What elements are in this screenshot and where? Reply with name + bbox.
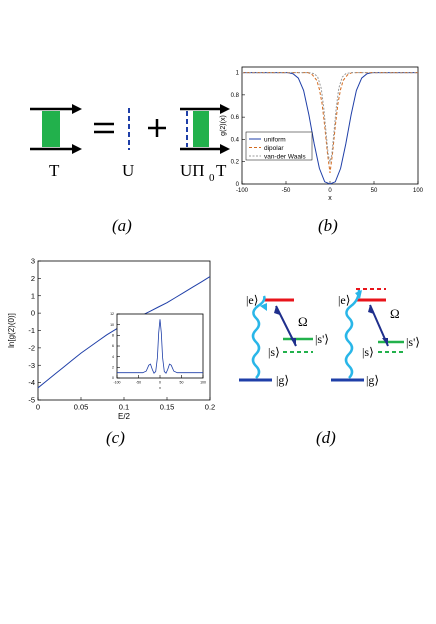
x-axis-label: E/2 — [118, 412, 131, 421]
y-axis-label: ln[g(2)(0)] — [7, 313, 16, 348]
plus-sign — [148, 119, 166, 137]
legend-box — [245, 131, 313, 161]
y-tick-label: 0.4 — [231, 137, 240, 143]
label-sprime-left: |s'⟩ — [315, 332, 329, 346]
x-axis-label: x — [328, 195, 332, 202]
y-tick-label: 0.8 — [231, 93, 240, 99]
label-g-left: |g⟩ — [276, 373, 289, 387]
label-upi: UΠ — [180, 161, 205, 180]
x-tick-label: 0 — [328, 188, 332, 194]
panel-label-b: (b) — [318, 216, 338, 235]
x-tick-label: 0 — [159, 381, 161, 385]
x-tick-label: 0.15 — [160, 403, 175, 412]
series-line-van-der-waals — [242, 72, 418, 164]
x-tick-label: -50 — [282, 188, 291, 194]
y-tick-label: 2 — [112, 366, 114, 370]
y-tick-label: 0.2 — [231, 160, 240, 166]
legend-label: van-der Waals — [264, 154, 306, 161]
label-e-left: |e⟩ — [246, 293, 258, 307]
y-tick-label: 6 — [112, 344, 114, 348]
y-tick-label: 2 — [31, 274, 35, 283]
plot-frame — [116, 313, 204, 379]
level-diagram-right: |e⟩ |s'⟩ |s⟩ |g⟩ Ω — [331, 288, 420, 387]
y-tick-label: -3 — [28, 361, 35, 370]
panel-label-a: (a) — [112, 216, 132, 235]
y-tick-label: -5 — [28, 396, 35, 405]
y-tick-label: 10 — [110, 323, 114, 327]
x-tick-label: 50 — [180, 381, 184, 385]
x-tick-label: 0.2 — [205, 403, 215, 412]
x-tick-label: 0.1 — [119, 403, 129, 412]
x-tick-label: 0 — [36, 403, 40, 412]
label-u: U — [122, 161, 134, 180]
x-tick-label: 100 — [413, 188, 424, 194]
x-tick-label: -50 — [136, 381, 141, 385]
label-t: T — [49, 161, 60, 180]
omega-right: Ω — [390, 306, 400, 321]
label-upi-t: T — [216, 161, 227, 180]
legend-label: dipolar — [264, 145, 284, 152]
x-tick-label: 100 — [200, 381, 206, 385]
y-tick-label: 0.6 — [231, 115, 240, 121]
y-tick-label: 8 — [112, 334, 114, 338]
plot-frame — [241, 66, 419, 185]
photon-wavy-left — [251, 295, 266, 379]
label-g-right: |g⟩ — [366, 373, 379, 387]
series-line-dipolar — [242, 72, 418, 173]
label-s-right: |s⟩ — [362, 345, 374, 359]
chart-c: 0 0.05 0.1 0.15 0.2-5-4-3-2-10123E/2ln[g(2)(… — [7, 257, 215, 422]
y-tick-label: 4 — [112, 355, 114, 359]
x-axis-label: x — [159, 386, 161, 390]
photon-wavy-right — [344, 289, 361, 379]
y-tick-label: 0 — [236, 182, 240, 188]
x-tick-label: -100 — [236, 188, 249, 194]
label-e-right: |e⟩ — [338, 293, 350, 307]
label-upi-subscript: 0 — [209, 172, 215, 184]
series-line-uniform — [242, 72, 418, 185]
y-axis-label: g(2)(x) — [220, 115, 227, 136]
y-tick-label: 0 — [112, 376, 114, 380]
t-box-diagram — [30, 104, 82, 154]
y-tick-label: -2 — [28, 343, 35, 352]
series-line-main — [117, 319, 203, 374]
x-tick-label: 0.05 — [74, 403, 89, 412]
label-sprime-right: |s'⟩ — [406, 335, 420, 349]
omega-left: Ω — [298, 314, 308, 329]
y-tick-label: 12 — [110, 312, 114, 316]
upi-box-diagram — [180, 104, 230, 154]
level-diagram-left: |e⟩ |s'⟩ |s⟩ |g⟩ Ω — [239, 293, 329, 387]
y-tick-label: 0 — [31, 309, 35, 318]
equals-sign — [94, 122, 114, 134]
inset-chart: -100 -50 0 50 100 0 2 4 6 8 10 12 x — [110, 312, 206, 390]
y-tick-label: -4 — [28, 378, 35, 387]
x-tick-label: -100 — [113, 381, 120, 385]
chart-b: -100 -50 0 50 100 0 0.2 0.4 0.6 0.8 1 x g(2)(x) unifo… — [220, 66, 424, 202]
panel-label-d: (d) — [316, 428, 336, 447]
y-tick-label: -1 — [28, 326, 35, 335]
label-s-left: |s⟩ — [268, 345, 280, 359]
legend-label: uniform — [264, 137, 286, 144]
panel-label-c: (c) — [106, 428, 125, 447]
y-tick-label: 1 — [31, 291, 35, 300]
x-tick-label: 50 — [371, 188, 378, 194]
y-tick-label: 3 — [31, 257, 35, 266]
y-tick-label: 1 — [236, 71, 240, 77]
